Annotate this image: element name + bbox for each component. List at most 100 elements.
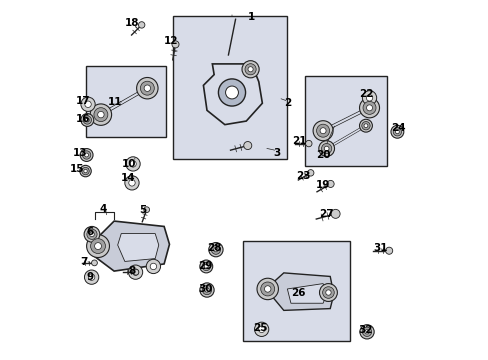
- Text: 17: 17: [75, 96, 90, 107]
- Circle shape: [124, 176, 139, 190]
- Circle shape: [242, 61, 259, 78]
- Circle shape: [200, 283, 214, 297]
- Circle shape: [324, 146, 328, 151]
- Circle shape: [81, 97, 95, 111]
- Circle shape: [316, 124, 329, 137]
- Circle shape: [82, 151, 91, 159]
- Circle shape: [319, 284, 337, 301]
- Circle shape: [133, 269, 139, 275]
- Circle shape: [362, 101, 375, 114]
- Circle shape: [359, 325, 373, 339]
- Text: 3: 3: [272, 148, 280, 158]
- Circle shape: [213, 248, 218, 252]
- Circle shape: [94, 108, 108, 122]
- Circle shape: [85, 118, 89, 122]
- FancyBboxPatch shape: [242, 241, 349, 341]
- Circle shape: [202, 262, 210, 271]
- Text: 16: 16: [75, 114, 90, 124]
- Circle shape: [98, 111, 104, 118]
- Circle shape: [326, 180, 333, 188]
- Text: 18: 18: [124, 18, 139, 28]
- Circle shape: [172, 41, 179, 48]
- Circle shape: [366, 105, 372, 111]
- Text: 32: 32: [358, 325, 372, 335]
- Polygon shape: [265, 273, 333, 310]
- Circle shape: [90, 239, 105, 253]
- Polygon shape: [118, 234, 159, 261]
- Text: 25: 25: [253, 323, 267, 333]
- Circle shape: [208, 243, 223, 257]
- Text: 4: 4: [100, 203, 107, 213]
- Circle shape: [361, 122, 369, 130]
- Text: 21: 21: [292, 136, 306, 146]
- Circle shape: [254, 322, 268, 337]
- Circle shape: [364, 330, 368, 334]
- Circle shape: [128, 265, 142, 279]
- Circle shape: [362, 327, 371, 337]
- Text: 7: 7: [80, 257, 87, 267]
- Circle shape: [144, 85, 150, 91]
- Circle shape: [89, 232, 94, 237]
- Circle shape: [218, 79, 245, 106]
- Circle shape: [366, 95, 372, 101]
- Circle shape: [136, 77, 158, 99]
- Circle shape: [390, 125, 403, 138]
- Circle shape: [258, 326, 264, 333]
- Text: 19: 19: [315, 180, 329, 190]
- Circle shape: [94, 243, 102, 249]
- Circle shape: [247, 67, 253, 72]
- Circle shape: [84, 226, 100, 242]
- Circle shape: [84, 153, 88, 157]
- Text: 24: 24: [390, 123, 405, 133]
- Text: 14: 14: [121, 173, 136, 183]
- Text: 8: 8: [128, 266, 135, 276]
- Circle shape: [359, 98, 379, 118]
- Circle shape: [86, 235, 109, 257]
- Text: 2: 2: [283, 98, 290, 108]
- Text: 22: 22: [358, 89, 372, 99]
- Circle shape: [325, 290, 330, 295]
- Circle shape: [143, 207, 149, 212]
- Circle shape: [84, 101, 91, 108]
- FancyBboxPatch shape: [173, 16, 287, 158]
- Circle shape: [204, 288, 209, 292]
- Circle shape: [305, 140, 311, 147]
- Text: 10: 10: [122, 159, 137, 169]
- Circle shape: [257, 278, 278, 300]
- Polygon shape: [203, 64, 262, 125]
- Circle shape: [264, 286, 270, 292]
- Circle shape: [320, 128, 325, 134]
- Circle shape: [359, 119, 372, 132]
- Text: 11: 11: [108, 97, 122, 107]
- Circle shape: [150, 263, 156, 270]
- Circle shape: [138, 22, 144, 28]
- Circle shape: [260, 282, 274, 296]
- Circle shape: [395, 130, 399, 134]
- Circle shape: [80, 165, 91, 177]
- Circle shape: [312, 121, 332, 141]
- Polygon shape: [93, 221, 169, 271]
- Circle shape: [83, 116, 91, 124]
- Text: 1: 1: [247, 13, 255, 22]
- Circle shape: [81, 113, 94, 126]
- Circle shape: [132, 269, 139, 275]
- Circle shape: [125, 157, 140, 171]
- Circle shape: [128, 180, 135, 186]
- Circle shape: [318, 141, 334, 157]
- Circle shape: [200, 260, 212, 273]
- Text: 15: 15: [69, 164, 83, 174]
- Circle shape: [146, 259, 160, 274]
- Circle shape: [91, 260, 97, 266]
- Circle shape: [130, 161, 136, 167]
- Circle shape: [363, 124, 367, 128]
- Polygon shape: [287, 284, 326, 303]
- Circle shape: [322, 287, 334, 298]
- Circle shape: [83, 169, 87, 173]
- Circle shape: [385, 247, 392, 254]
- Circle shape: [330, 210, 340, 219]
- Circle shape: [204, 265, 208, 268]
- Text: 5: 5: [139, 205, 146, 215]
- Circle shape: [244, 64, 256, 75]
- Circle shape: [392, 127, 401, 136]
- Circle shape: [80, 149, 93, 161]
